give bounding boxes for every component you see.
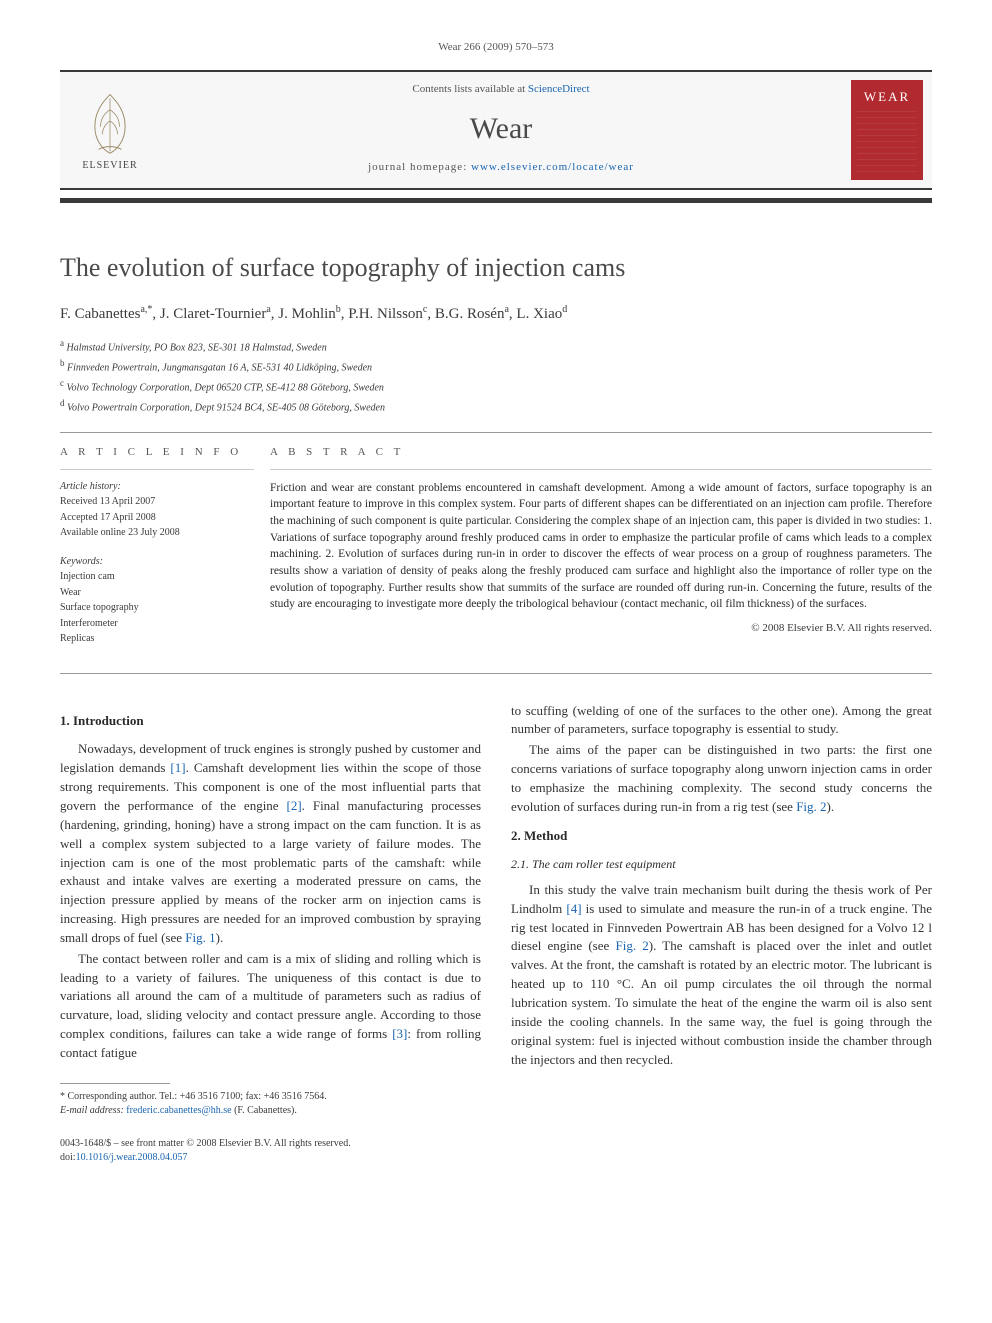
history-label: Article history:: [60, 480, 254, 495]
history-item: Received 13 April 2007: [60, 495, 254, 510]
subsection-heading: 2.1. The cam roller test equipment: [511, 856, 932, 873]
keyword: Injection cam: [60, 570, 254, 585]
sciencedirect-link[interactable]: ScienceDirect: [528, 83, 590, 95]
publisher-logo-block: ELSEVIER: [60, 72, 160, 188]
affiliation: d Volvo Powertrain Corporation, Dept 915…: [60, 397, 932, 416]
history-item: Available online 23 July 2008: [60, 526, 254, 541]
article-info-column: A R T I C L E I N F O Article history: R…: [60, 433, 270, 673]
text: ).: [216, 930, 224, 945]
author-list: F. Cabanettesa,*, J. Claret-Tourniera, J…: [60, 303, 932, 326]
footnote-contact: * Corresponding author. Tel.: +46 3516 7…: [60, 1090, 481, 1105]
keyword: Surface topography: [60, 601, 254, 616]
affiliation-list: a Halmstad University, PO Box 823, SE-30…: [60, 337, 932, 415]
citation-link[interactable]: [1]: [170, 760, 185, 775]
section-heading: 2. Method: [511, 827, 932, 846]
contents-prefix: Contents lists available at: [412, 83, 527, 95]
affiliation: b Finnveden Powertrain, Jungmansgatan 16…: [60, 357, 932, 376]
paragraph: Nowadays, development of truck engines i…: [60, 740, 481, 947]
journal-banner: ELSEVIER Contents lists available at Sci…: [60, 70, 932, 190]
affiliation: a Halmstad University, PO Box 823, SE-30…: [60, 337, 932, 356]
paragraph: The contact between roller and cam is a …: [60, 950, 481, 1063]
doi-prefix: doi:: [60, 1152, 76, 1163]
header-citation: Wear 266 (2009) 570–573: [60, 40, 932, 56]
elsevier-tree-icon: [81, 87, 139, 157]
abstract-label: A B S T R A C T: [270, 445, 932, 470]
email-label: E-mail address:: [60, 1105, 126, 1116]
banner-separator: [60, 198, 932, 203]
keyword: Interferometer: [60, 617, 254, 632]
keyword: Wear: [60, 586, 254, 601]
citation-link[interactable]: [3]: [392, 1026, 407, 1041]
banner-center: Contents lists available at ScienceDirec…: [160, 72, 842, 188]
paragraph: The aims of the paper can be distinguish…: [511, 741, 932, 816]
publisher-label: ELSEVIER: [82, 159, 137, 174]
keywords-block: Keywords: Injection cam Wear Surface top…: [60, 555, 254, 647]
text: The aims of the paper can be distinguish…: [511, 742, 932, 814]
corresponding-author-footnote: * Corresponding author. Tel.: +46 3516 7…: [60, 1090, 481, 1119]
footnote-separator: [60, 1083, 170, 1084]
article-history: Article history: Received 13 April 2007 …: [60, 480, 254, 541]
journal-cover-thumbnail: WEAR: [851, 80, 923, 180]
body-columns: 1. Introduction Nowadays, development of…: [60, 702, 932, 1119]
abstract-text: Friction and wear are constant problems …: [270, 480, 932, 613]
issn-line: 0043-1648/$ – see front matter © 2008 El…: [60, 1137, 932, 1152]
paragraph: to scuffing (welding of one of the surfa…: [511, 702, 932, 740]
figure-link[interactable]: Fig. 2: [796, 799, 826, 814]
text: ). The camshaft is placed over the inlet…: [511, 938, 932, 1066]
doi-link[interactable]: 10.1016/j.wear.2008.04.057: [76, 1152, 188, 1163]
email-link[interactable]: frederic.cabanettes@hh.se: [126, 1105, 231, 1116]
abstract-column: A B S T R A C T Friction and wear are co…: [270, 433, 932, 673]
page-footer: 0043-1648/$ – see front matter © 2008 El…: [60, 1137, 932, 1166]
keyword: Replicas: [60, 632, 254, 647]
citation-link[interactable]: [2]: [287, 798, 302, 813]
contents-available-line: Contents lists available at ScienceDirec…: [160, 82, 842, 98]
journal-homepage-line: journal homepage: www.elsevier.com/locat…: [160, 160, 842, 176]
text: ).: [827, 799, 835, 814]
homepage-prefix: journal homepage:: [368, 161, 471, 173]
section-heading: 1. Introduction: [60, 712, 481, 731]
journal-homepage-link[interactable]: www.elsevier.com/locate/wear: [471, 161, 634, 173]
history-item: Accepted 17 April 2008: [60, 511, 254, 526]
figure-link[interactable]: Fig. 1: [185, 930, 215, 945]
paragraph: In this study the valve train mechanism …: [511, 881, 932, 1069]
cover-title: WEAR: [864, 88, 910, 107]
journal-cover-block: WEAR: [842, 72, 932, 188]
figure-link[interactable]: Fig. 2: [615, 938, 648, 953]
article-title: The evolution of surface topography of i…: [60, 249, 932, 287]
citation-link[interactable]: [4]: [566, 901, 581, 916]
affiliation: c Volvo Technology Corporation, Dept 065…: [60, 377, 932, 396]
text: . Final manufacturing processes (hardeni…: [60, 798, 481, 945]
keywords-label: Keywords:: [60, 555, 254, 570]
journal-name: Wear: [160, 107, 842, 151]
abstract-copyright: © 2008 Elsevier B.V. All rights reserved…: [270, 621, 932, 637]
email-suffix: (F. Cabanettes).: [232, 1105, 297, 1116]
article-info-label: A R T I C L E I N F O: [60, 445, 254, 470]
info-abstract-block: A R T I C L E I N F O Article history: R…: [60, 432, 932, 674]
